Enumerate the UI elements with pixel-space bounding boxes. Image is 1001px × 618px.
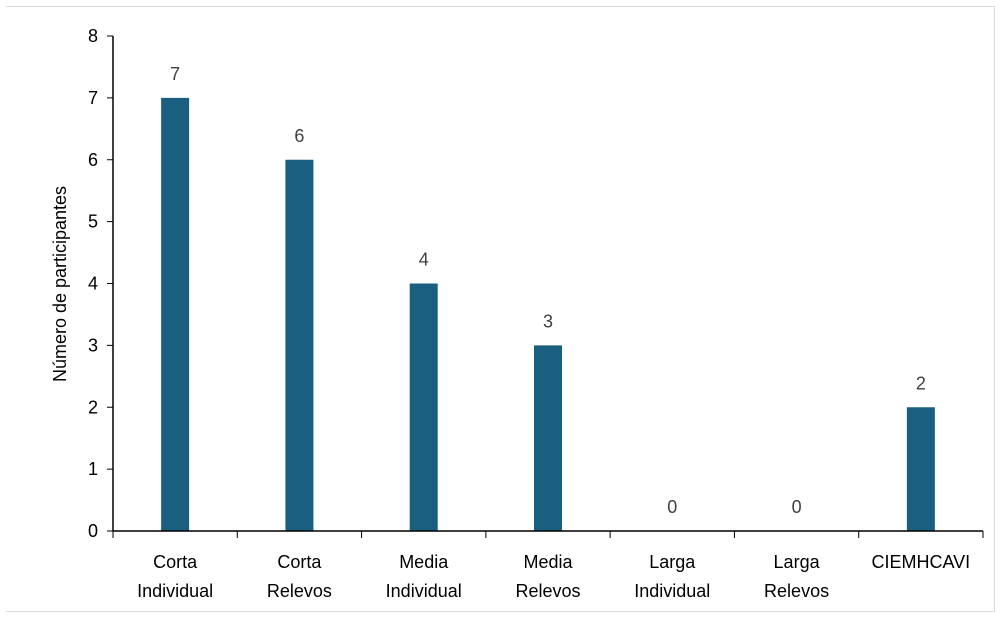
bars [161, 97, 935, 531]
x-category-label-line: Individual [137, 581, 213, 601]
data-label: 2 [916, 373, 926, 393]
y-tick-label: 5 [88, 212, 98, 232]
x-category-label-line: Larga [774, 552, 821, 572]
data-label: 0 [792, 497, 802, 517]
y-tick-label: 0 [88, 521, 98, 541]
y-axis-title: Número de participantes [50, 186, 70, 382]
x-category-label-line: Corta [153, 552, 198, 572]
bar [409, 283, 438, 531]
bar [534, 345, 562, 531]
x-category-label-line: Larga [649, 552, 696, 572]
x-category-label: CIEMHCAVI [872, 552, 971, 572]
y-tick-label: 1 [88, 459, 98, 479]
x-category-label-line: Relevos [764, 581, 829, 601]
y-tick-label: 4 [88, 274, 98, 294]
x-category-label-line: Relevos [515, 581, 580, 601]
data-label: 0 [667, 497, 677, 517]
x-category-label-line: Media [399, 552, 449, 572]
y-tick-label: 2 [88, 397, 98, 417]
x-category-label-line: CIEMHCAVI [872, 552, 971, 572]
x-category-label: Larga Relevos [764, 552, 829, 601]
x-category-label: Corta Individual [137, 552, 213, 601]
x-category-label-line: Relevos [267, 581, 332, 601]
bar [161, 97, 190, 531]
x-category-label: Media Individual [386, 552, 462, 601]
data-label: 4 [419, 250, 429, 270]
x-category-label: Larga Individual [634, 552, 710, 601]
x-category-label-line: Individual [386, 581, 462, 601]
axes [112, 36, 983, 532]
y-tick-label: 8 [88, 26, 98, 46]
x-category-label-line: Media [523, 552, 573, 572]
x-category-label: Corta Relevos [267, 552, 332, 601]
y-tick-label: 7 [88, 88, 98, 108]
y-axis-ticks: 0 1 2 3 4 5 6 7 8 [88, 26, 113, 541]
x-category-label-line: Individual [634, 581, 710, 601]
data-label: 3 [543, 311, 553, 331]
data-label: 6 [294, 126, 304, 146]
x-category-label: Media Relevos [515, 552, 580, 601]
x-category-label-line: Corta [277, 552, 322, 572]
data-labels: 7 6 4 3 0 0 2 [170, 64, 926, 517]
y-tick-label: 6 [88, 150, 98, 170]
x-axis-ticks: Corta Individual Corta Relevos Media Individu… [112, 531, 984, 601]
bar [906, 407, 935, 531]
bar [285, 159, 314, 531]
y-tick-label: 3 [88, 335, 98, 355]
data-label: 7 [170, 64, 180, 84]
